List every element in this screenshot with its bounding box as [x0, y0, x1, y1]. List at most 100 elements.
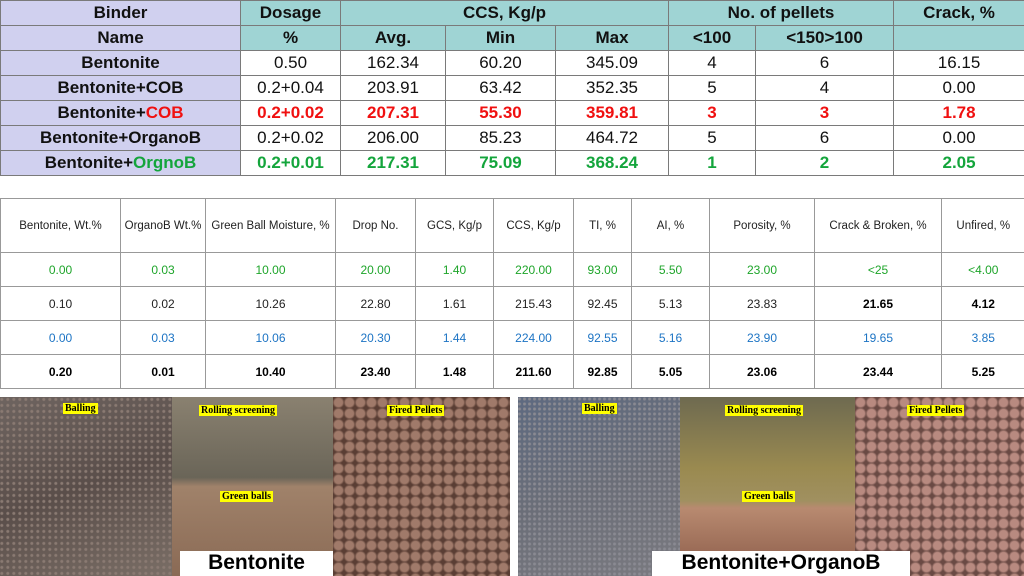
cell-avg: 162.34	[340, 50, 446, 76]
cell-b150: 4	[755, 75, 895, 101]
caption-bentonite-organob: Bentonite+OrganoB	[652, 551, 910, 576]
table-cell: 93.00	[573, 252, 632, 287]
cell-b150: 2	[755, 150, 895, 176]
table-cell: 20.30	[335, 320, 416, 355]
header-binder: Binder	[0, 0, 241, 26]
cell-min: 75.09	[445, 150, 556, 176]
column-header: OrganoB Wt.%	[120, 198, 206, 253]
table-row: 0.00 0.03 10.00 20.00 1.40 220.00 93.00 5.50 23.…	[0, 252, 1024, 287]
column-header: CCS, Kg/p	[493, 198, 574, 253]
cell-crack: 1.78	[893, 100, 1024, 126]
table-cell: 0.03	[120, 320, 206, 355]
column-header: GCS, Kg/p	[415, 198, 494, 253]
header-max: Max	[554, 25, 670, 51]
cell-avg: 207.31	[340, 100, 446, 126]
photo-fired-bentonite	[333, 397, 510, 576]
column-header: Green Ball Moisture, %	[205, 198, 336, 253]
binder-name-text: Bentonite+	[44, 153, 134, 172]
cell-avg: 203.91	[340, 75, 446, 101]
cell-min: 85.23	[445, 125, 556, 151]
binder-name: Bentonite+OrgnoB	[0, 150, 241, 176]
table-cell: 10.00	[205, 252, 336, 287]
table-cell: 10.26	[205, 286, 336, 321]
cell-dosage: 0.2+0.02	[240, 125, 341, 151]
cell-b150: 6	[755, 50, 895, 76]
table-cell: 23.90	[709, 320, 815, 355]
table-cell: 5.13	[631, 286, 710, 321]
cell-crack: 16.15	[893, 50, 1024, 76]
label-rolling-screening: Rolling screening	[725, 405, 803, 416]
binder-name-text: Bentonite+COB	[57, 78, 184, 97]
cell-dosage: 0.2+0.01	[240, 150, 341, 176]
header-crack: Crack, %	[893, 0, 1024, 26]
label-balling: Balling	[582, 403, 617, 414]
label-green-balls: Green balls	[742, 491, 795, 502]
table-cell: 211.60	[493, 354, 574, 389]
cell-min: 60.20	[445, 50, 556, 76]
table-row: 0.20 0.01 10.40 23.40 1.48 211.60 92.85 5.05 23.…	[0, 354, 1024, 389]
photo-fired-organob	[855, 397, 1024, 576]
cell-lt100: 1	[668, 150, 757, 176]
column-header: Unfired, %	[941, 198, 1024, 253]
table-cell: 23.06	[709, 354, 815, 389]
header-empty	[893, 25, 1024, 51]
cell-b150: 3	[755, 100, 895, 126]
header-min: Min	[445, 25, 556, 51]
table-cell: 5.16	[631, 320, 710, 355]
cell-lt100: 5	[668, 125, 757, 151]
table-cell: 220.00	[493, 252, 574, 287]
cell-dosage: 0.2+0.02	[240, 100, 341, 126]
table-row: Bentonite+COB 0.2+0.02 207.31 55.30 359.81 3 3…	[0, 100, 1024, 126]
column-header: TI, %	[573, 198, 632, 253]
table-cell: 3.85	[941, 320, 1024, 355]
table-cell: 23.00	[709, 252, 815, 287]
header-pellets: No. of pellets	[668, 0, 895, 26]
table-cell: 1.40	[415, 252, 494, 287]
column-header: Porosity, %	[709, 198, 815, 253]
table-cell: 10.40	[205, 354, 336, 389]
table-row: Bentonite+OrgnoB 0.2+0.01 217.31 75.09 368.2…	[0, 150, 1024, 176]
cell-max: 368.24	[554, 150, 670, 176]
header-name: Name	[0, 25, 241, 51]
table-cell: 5.05	[631, 354, 710, 389]
header-pct: %	[240, 25, 341, 51]
table-row: Bentonite+OrganoB 0.2+0.02 206.00 85.23 464.…	[0, 125, 1024, 151]
table-cell: 20.00	[335, 252, 416, 287]
cell-max: 345.09	[554, 50, 670, 76]
binder-name: Bentonite	[0, 50, 241, 76]
table-cell: 92.55	[573, 320, 632, 355]
cell-lt100: 3	[668, 100, 757, 126]
table-cell: 92.45	[573, 286, 632, 321]
cell-max: 352.35	[554, 75, 670, 101]
label-fired-pellets: Fired Pellets	[907, 405, 965, 416]
cell-lt100: 5	[668, 75, 757, 101]
label-rolling-screening: Rolling screening	[199, 405, 277, 416]
table-cell: 5.50	[631, 252, 710, 287]
table-cell: 0.20	[0, 354, 121, 389]
table-cell: 0.01	[120, 354, 206, 389]
cell-max: 464.72	[554, 125, 670, 151]
column-header: Crack & Broken, %	[814, 198, 942, 253]
table-cell: <25	[814, 252, 942, 287]
header-avg: Avg.	[340, 25, 446, 51]
label-balling: Balling	[63, 403, 98, 414]
binder-name: Bentonite+COB	[0, 100, 241, 126]
header-dosage: Dosage	[240, 0, 341, 26]
table-cell: 0.02	[120, 286, 206, 321]
binder-name: Bentonite+OrganoB	[0, 125, 241, 151]
table-cell: 215.43	[493, 286, 574, 321]
table-cell: 0.03	[120, 252, 206, 287]
table-cell: 23.44	[814, 354, 942, 389]
table-cell: 224.00	[493, 320, 574, 355]
table-cell: 19.65	[814, 320, 942, 355]
pellet-photos: Balling Rolling screening Green balls Fi…	[0, 397, 1024, 576]
table-cell: 5.25	[941, 354, 1024, 389]
binder-name-highlight: OrgnoB	[133, 153, 197, 172]
table-cell: 92.85	[573, 354, 632, 389]
caption-bentonite: Bentonite	[180, 551, 333, 576]
binder-comparison-table: Binder Dosage CCS, Kg/p No. of pellets C…	[0, 0, 1024, 176]
table-cell: 23.40	[335, 354, 416, 389]
table-row: Bentonite 0.50 162.34 60.20 345.09 4 6 16.15	[0, 50, 1024, 76]
header-lt100: <100	[668, 25, 757, 51]
table-cell: 1.44	[415, 320, 494, 355]
